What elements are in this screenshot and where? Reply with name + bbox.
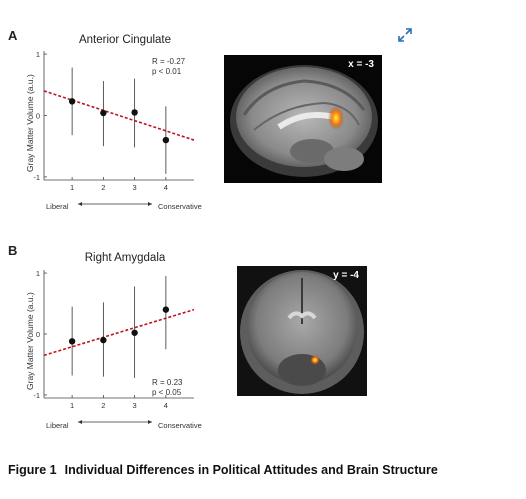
panel-a-regression-line	[43, 90, 195, 141]
panel-a-data-point	[131, 109, 138, 116]
panel-a-data-point	[100, 109, 107, 117]
panel-b-x-tick-label: 1	[70, 401, 74, 410]
panel-b-y-tick-label: 0	[36, 330, 40, 339]
panel-b-x-tick-label: 3	[133, 401, 137, 410]
panel-b-y-tick-label: 1	[36, 269, 40, 278]
panel-a-axis-right: Conservative	[158, 202, 202, 211]
panel-b-y-tick-label: -1	[33, 391, 40, 400]
panel-b-x-tick-label: 4	[164, 401, 168, 410]
panel-b-arrow-head-left	[78, 420, 82, 424]
panel-b-axis-right: Conservative	[158, 421, 202, 430]
panel-a-stat-p: p < 0.01	[152, 67, 182, 76]
panel-a-arrow-head-right	[148, 202, 152, 206]
panel-b-letter: B	[8, 243, 18, 258]
panel-b-data-point	[100, 336, 107, 344]
panel-b-data-point	[68, 338, 76, 345]
panel-a-stats: R = -0.27 p < 0.01	[152, 57, 185, 77]
coronal-brain-graphic	[237, 266, 367, 396]
figure-label: Figure 1	[8, 463, 57, 477]
sagittal-brain-image: x = -3	[224, 55, 382, 183]
figure-title: Individual Differences in Political Atti…	[64, 463, 438, 477]
panel-a-data-point	[68, 98, 76, 105]
panel-a-y-tick-label: -1	[33, 173, 40, 182]
panel-a-x-tick-label: 3	[133, 183, 137, 192]
panel-b-axis-left: Liberal	[46, 421, 69, 430]
panel-b-arrow-head-right	[148, 420, 152, 424]
panel-a-title: Anterior Cingulate	[78, 34, 172, 46]
panel-a-stat-r: R = -0.27	[152, 57, 186, 66]
panel-a-y-tick-label: 0	[36, 112, 40, 121]
panel-a-data-point	[162, 136, 170, 144]
panel-a-axis-left: Liberal	[46, 202, 69, 211]
panel-b-stats: R = 0.23 p < 0.05	[152, 378, 182, 398]
panel-b-title: Right Amygdala	[84, 252, 166, 264]
panel-a-x-tick-label: 2	[101, 183, 105, 192]
panel-a-arrow-head-left	[78, 202, 82, 206]
coronal-coordinate-label: y = -4	[333, 270, 359, 281]
expand-icon[interactable]	[397, 27, 413, 48]
panel-b-regression-line	[43, 308, 195, 357]
panel-b-stat-r: R = 0.23	[152, 378, 183, 387]
panel-b-data-point	[131, 329, 138, 336]
panel-a-letter: A	[8, 28, 18, 43]
figure-caption: Figure 1 Individual Differences in Politi…	[8, 463, 438, 477]
panel-b-x-tick-label: 2	[101, 401, 105, 410]
sagittal-coordinate-label: x = -3	[348, 59, 374, 70]
coronal-brain-image: y = -4	[237, 266, 367, 396]
panel-a-x-tick-label: 4	[164, 183, 168, 192]
panel-a-y-tick-label: 1	[36, 50, 40, 59]
panel-b-data-point	[162, 306, 170, 313]
panel-a-x-tick-label: 1	[70, 183, 74, 192]
sagittal-brain-graphic	[224, 55, 382, 183]
panel-b-stat-p: p < 0.05	[152, 388, 182, 397]
